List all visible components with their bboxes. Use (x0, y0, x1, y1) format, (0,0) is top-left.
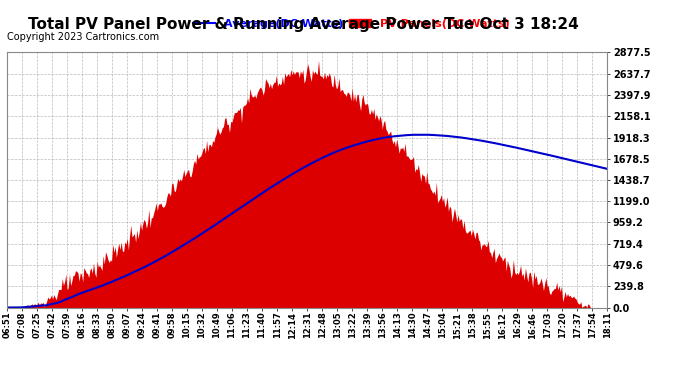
Text: Copyright 2023 Cartronics.com: Copyright 2023 Cartronics.com (7, 32, 159, 42)
Text: Total PV Panel Power & Running Average Power Tue Oct 3 18:24: Total PV Panel Power & Running Average P… (28, 17, 579, 32)
Legend: Average(DC Watts), PV Panels(DC Watts): Average(DC Watts), PV Panels(DC Watts) (193, 18, 509, 28)
